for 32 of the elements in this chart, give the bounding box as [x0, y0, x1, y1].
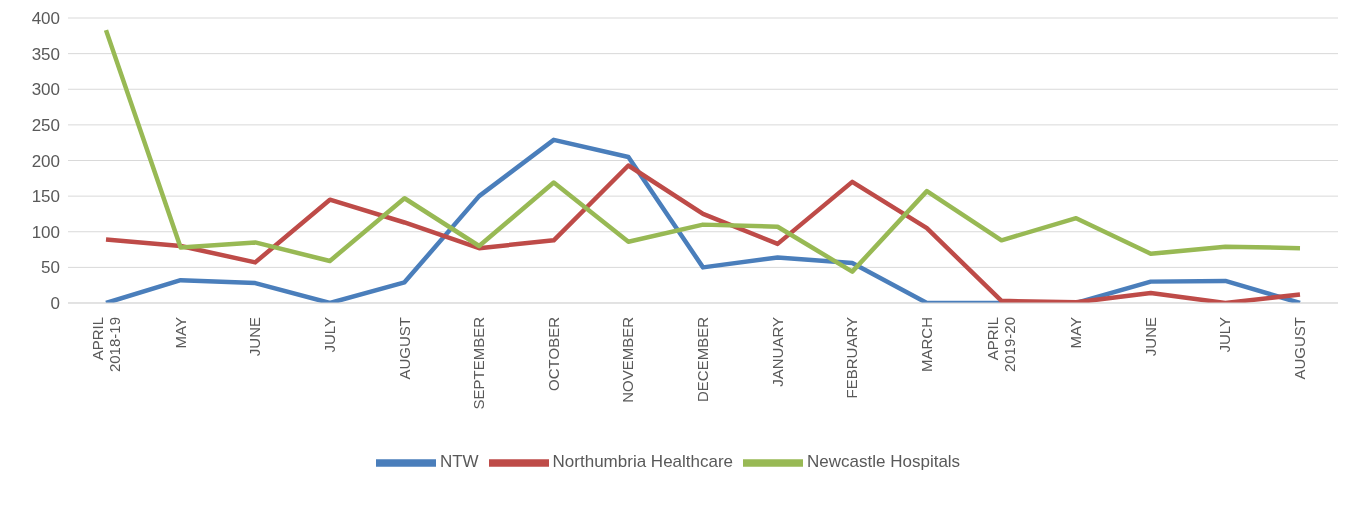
x-tick-label: FEBRUARY: [843, 317, 861, 399]
x-tick-label: JUNE: [246, 317, 264, 357]
x-tick-label: JULY: [1216, 317, 1234, 353]
x-tick-label: AUGUST: [395, 317, 413, 380]
y-tick-label: 150: [31, 187, 60, 207]
x-tick-label: OCTOBER: [544, 316, 562, 391]
y-tick-label: 100: [31, 222, 60, 242]
y-tick-label: 350: [31, 44, 60, 64]
x-tick-label: JANUARY: [768, 317, 786, 387]
x-tick-label: JULY: [320, 317, 338, 353]
y-tick-label: 300: [31, 80, 60, 100]
legend-label: Newcastle Hospitals: [807, 452, 961, 472]
legend-label: Northumbria Healthcare: [552, 452, 734, 472]
x-tick-label: APRIL 2019-20: [984, 317, 1018, 373]
y-tick-label: 0: [50, 294, 60, 314]
x-tick-label: MAY: [171, 317, 189, 349]
line-series: [103, 27, 1303, 274]
x-tick-label: SEPTEMBER: [470, 316, 488, 410]
line-series: [103, 163, 1303, 303]
legend-label: NTW: [439, 452, 479, 472]
y-tick-label: 50: [41, 258, 60, 278]
y-tick-label: 200: [31, 151, 60, 171]
x-tick-label: MAY: [1067, 317, 1085, 349]
x-tick-label: MARCH: [917, 317, 935, 372]
y-tick-label: 250: [31, 115, 60, 135]
x-tick-label: JUNE: [1141, 317, 1159, 357]
x-tick-label: AUGUST: [1291, 317, 1308, 380]
line-series: [103, 137, 1303, 303]
y-tick-label: 400: [31, 9, 60, 29]
x-tick-label: APRIL 2018-19: [88, 317, 123, 373]
x-tick-label: DECEMBER: [694, 316, 711, 403]
x-tick-label: NOVEMBER: [619, 316, 637, 403]
